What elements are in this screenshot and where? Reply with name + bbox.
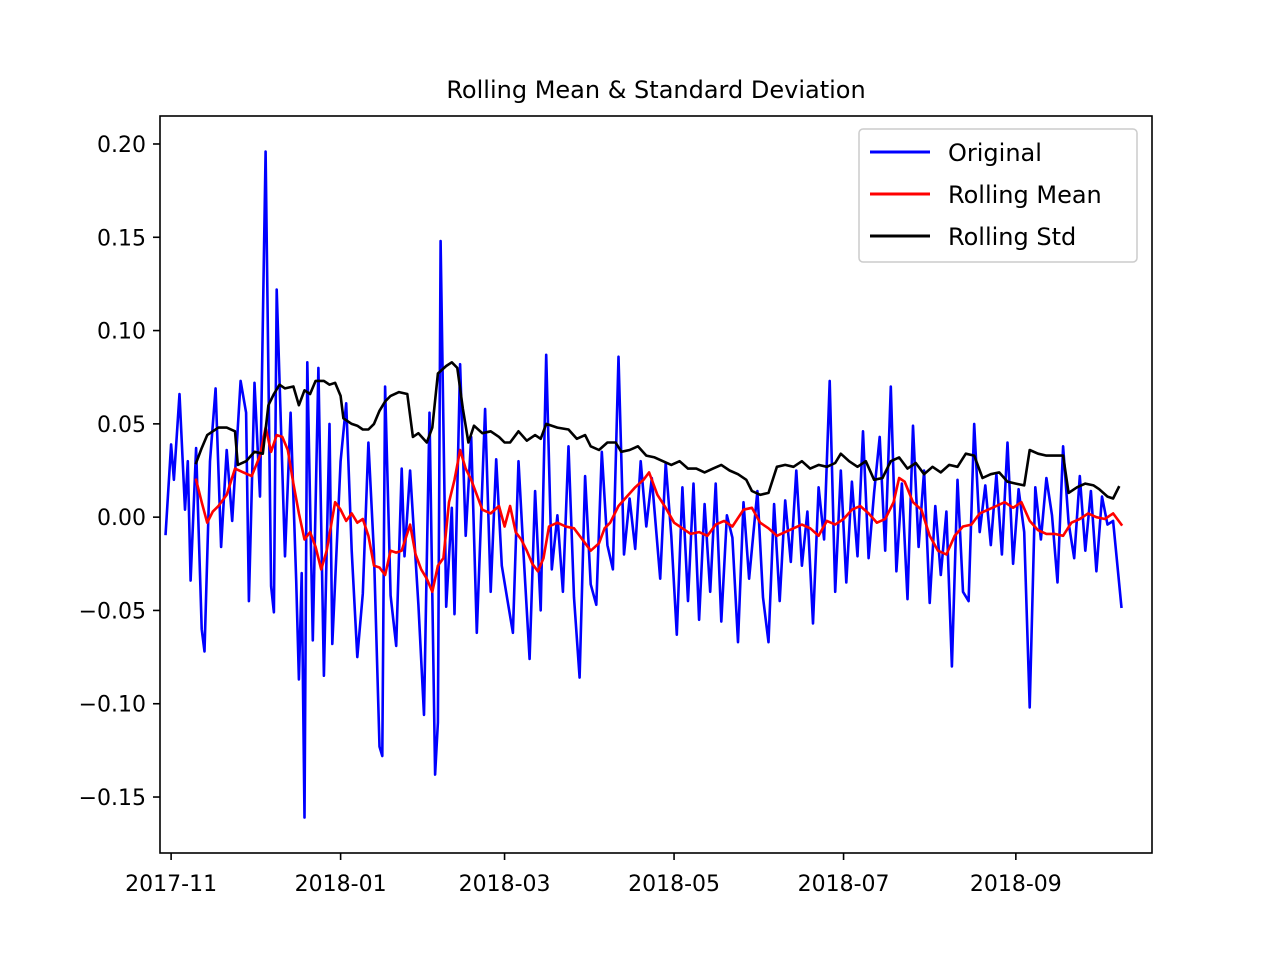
x-tick-label: 2018-05 [628, 872, 720, 897]
legend-label-rolling-std: Rolling Std [948, 223, 1076, 251]
x-tick-label: 2017-11 [125, 872, 217, 897]
legend-box [858, 128, 1138, 263]
plot-frame [159, 115, 1153, 854]
y-axis: 0.20 0.15 0.10 0.05 0.00 −0.05 −0.10 −0.15 [79, 133, 160, 811]
legend-label-rolling-mean: Rolling Mean [948, 181, 1102, 209]
x-tick-label: 2018-07 [798, 872, 890, 897]
x-tick-label: 2018-01 [295, 872, 387, 897]
series-line-rolling-mean [194, 426, 1124, 594]
y-tick-label: −0.15 [79, 786, 146, 811]
y-tick-label: 0.10 [97, 320, 146, 345]
plot-area [164, 150, 1124, 819]
legend-label-original: Original [948, 139, 1042, 167]
series-line-original [164, 150, 1123, 819]
x-tick-label: 2018-03 [459, 872, 551, 897]
y-tick-label: −0.10 [79, 693, 146, 718]
x-tick-label: 2018-09 [970, 872, 1062, 897]
x-axis: 2017-11 2018-01 2018-03 2018-05 2018-07 2018-… [125, 853, 1062, 897]
series-line-rolling-std [194, 361, 1121, 500]
y-tick-label: 0.20 [97, 133, 146, 158]
y-tick-label: 0.00 [97, 506, 146, 531]
chart-title: Rolling Mean & Standard Deviation [446, 76, 865, 104]
y-tick-label: 0.05 [97, 413, 146, 438]
y-tick-label: −0.05 [79, 599, 146, 624]
y-tick-label: 0.15 [97, 226, 146, 251]
legend: Original Rolling Mean Rolling Std [858, 128, 1138, 263]
